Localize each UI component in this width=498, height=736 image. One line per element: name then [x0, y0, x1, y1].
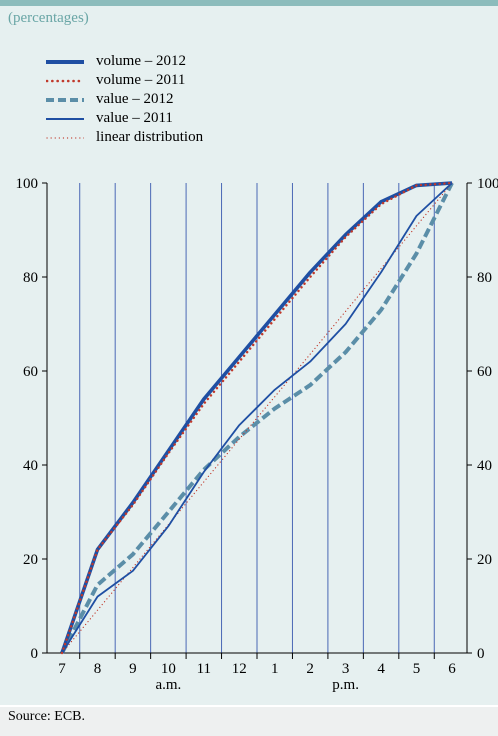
chart-subtitle: (percentages) — [8, 10, 89, 26]
y-tick-label-right: 0 — [477, 646, 485, 662]
x-tick-label: 11 — [197, 661, 211, 677]
header-accent-bar — [0, 0, 498, 6]
x-tick-label: 10 — [161, 661, 176, 677]
y-tick-label-left: 100 — [16, 176, 39, 192]
legend-item-volume-2011: volume – 2011 — [46, 71, 203, 90]
y-tick-label-right: 100 — [477, 176, 498, 192]
y-tick-label-left: 0 — [31, 646, 39, 662]
legend-label: volume – 2011 — [96, 72, 186, 88]
y-tick-label-left: 80 — [23, 270, 38, 286]
x-tick-label: 2 — [306, 661, 314, 677]
x-tick-label: 9 — [129, 661, 137, 677]
x-tick-label: 3 — [342, 661, 350, 677]
series-line-volume-2012 — [60, 181, 453, 654]
series-line-value-2011 — [61, 182, 453, 654]
y-tick-label-right: 20 — [477, 552, 492, 568]
y-tick-label-left: 40 — [23, 458, 38, 474]
legend-item-linear-distribution: linear distribution — [46, 128, 203, 147]
x-tick-label: 6 — [448, 661, 456, 677]
y-tick-label-right: 60 — [477, 364, 492, 380]
legend-item-volume-2012: volume – 2012 — [46, 52, 203, 71]
x-tick-label: 5 — [413, 661, 421, 677]
series-line-volume-2011 — [60, 181, 454, 655]
legend-swatch-value-2011 — [46, 117, 84, 120]
legend-swatch-volume-2011 — [46, 79, 84, 82]
legend-swatch-volume-2012 — [46, 59, 84, 64]
y-tick-label-left: 60 — [23, 364, 38, 380]
legend-label: value – 2011 — [96, 110, 173, 126]
x-period-label: a.m. — [155, 677, 181, 693]
legend-item-value-2012: value – 2012 — [46, 90, 203, 109]
legend-label: linear distribution — [96, 129, 204, 145]
legend-swatch-value-2012 — [46, 97, 84, 102]
series-line-value-2012 — [60, 182, 454, 654]
legend-item-value-2011: value – 2011 — [46, 109, 203, 128]
x-tick-label: 8 — [94, 661, 102, 677]
legend-label: value – 2012 — [96, 91, 174, 107]
legend-label: volume – 2012 — [96, 53, 186, 69]
y-tick-label-left: 20 — [23, 552, 38, 568]
source-note: Source: ECB. — [8, 709, 85, 724]
x-tick-label: 1 — [271, 661, 279, 677]
x-period-label: p.m. — [332, 677, 359, 693]
y-tick-label-right: 80 — [477, 270, 492, 286]
x-tick-label: 7 — [58, 661, 66, 677]
source-bar — [0, 705, 498, 736]
y-tick-label-right: 40 — [477, 458, 492, 474]
x-tick-label: 4 — [377, 661, 385, 677]
x-tick-label: 12 — [232, 661, 247, 677]
chart-legend: volume – 2012 volume – 2011 value – 2012… — [46, 52, 203, 147]
